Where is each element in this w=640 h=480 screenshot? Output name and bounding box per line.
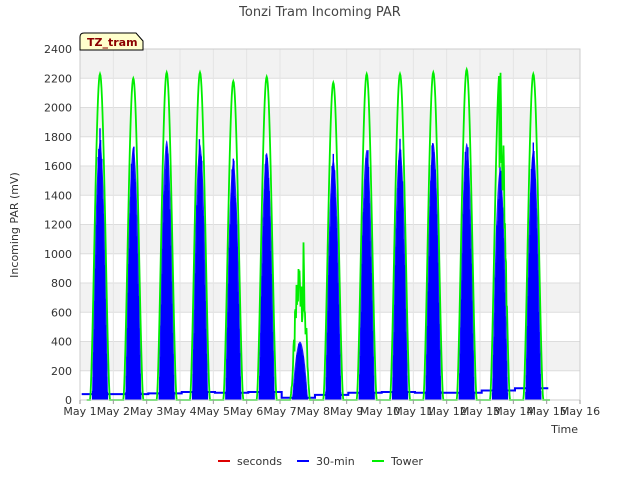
series-area bbox=[81, 66, 550, 401]
legend-label: Tower bbox=[390, 455, 423, 468]
x-tick-label: May 9 bbox=[330, 405, 363, 418]
thirty-min-day-fill bbox=[425, 142, 442, 400]
x-tick-label: May 2 bbox=[97, 405, 130, 418]
x-tick-label: May 3 bbox=[130, 405, 163, 418]
x-tick-label: May 14 bbox=[493, 405, 533, 418]
x-tick-label: May 12 bbox=[427, 405, 467, 418]
x-tick-label: May 5 bbox=[197, 405, 230, 418]
badge-box bbox=[79, 32, 144, 51]
x-tick-label: May 6 bbox=[230, 405, 263, 418]
thirty-min-day-fill bbox=[325, 159, 342, 400]
y-tick-label: 200 bbox=[51, 365, 72, 378]
thirty-min-day-fill bbox=[258, 152, 275, 400]
x-tick-label: May 11 bbox=[393, 405, 433, 418]
x-axis-label: Time bbox=[550, 423, 578, 436]
x-tick-label: May 13 bbox=[460, 405, 500, 418]
x-axis-ticks: May 1 May 2 May 3 May 4 May 5 May 6 May 7 May 8… bbox=[63, 400, 600, 418]
thirty-min-day-fill bbox=[192, 144, 208, 400]
x-tick-label: May 10 bbox=[360, 405, 400, 418]
y-tick-label: 2400 bbox=[44, 43, 72, 56]
y-axis-label: Incoming PAR (mV) bbox=[8, 172, 21, 278]
y-tick-label: 400 bbox=[51, 336, 72, 349]
plot-frame bbox=[79, 48, 581, 401]
thirty-min-day-fill bbox=[458, 142, 475, 400]
chart-title: Tonzi Tram Incoming PAR bbox=[238, 5, 401, 20]
y-tick-label: 0 bbox=[65, 394, 72, 407]
y-axis-ticks: 0 200 400 600 800 1000 1200 1400 1600 1800 2000 220… bbox=[44, 43, 72, 407]
thirty-min-day-fill bbox=[358, 149, 375, 400]
x-tick-label: May 4 bbox=[163, 405, 196, 418]
x-tick-label: May 7 bbox=[263, 405, 296, 418]
x-tick-label: May 15 bbox=[527, 405, 567, 418]
legend-label: seconds bbox=[237, 455, 282, 468]
station-badge: TZ_tram bbox=[79, 32, 144, 51]
x-tick-label: May 16 bbox=[560, 405, 600, 418]
y-tick-label: 2000 bbox=[44, 102, 72, 115]
y-tick-label: 1000 bbox=[44, 248, 72, 261]
y-tick-label: 600 bbox=[51, 306, 72, 319]
y-tick-label: 800 bbox=[51, 277, 72, 290]
thirty-min-day-fill bbox=[525, 149, 542, 400]
y-tick-label: 1400 bbox=[44, 189, 72, 202]
x-tick-label: May 8 bbox=[297, 405, 330, 418]
thirty-min-day-fill bbox=[225, 162, 242, 400]
y-tick-label: 1600 bbox=[44, 160, 72, 173]
y-tick-label: 1800 bbox=[44, 131, 72, 144]
x-tick-label: May 1 bbox=[63, 405, 96, 418]
legend-label: 30-min bbox=[316, 455, 355, 468]
thirty-min-day-fill bbox=[292, 341, 308, 400]
grid-band bbox=[80, 49, 580, 79]
thirty-min-day-fill bbox=[392, 147, 408, 400]
y-tick-label: 2200 bbox=[44, 72, 72, 85]
badge-label: TZ_tram bbox=[87, 36, 138, 49]
legend: seconds 30-min Tower bbox=[218, 455, 423, 468]
y-tick-label: 1200 bbox=[44, 219, 72, 232]
